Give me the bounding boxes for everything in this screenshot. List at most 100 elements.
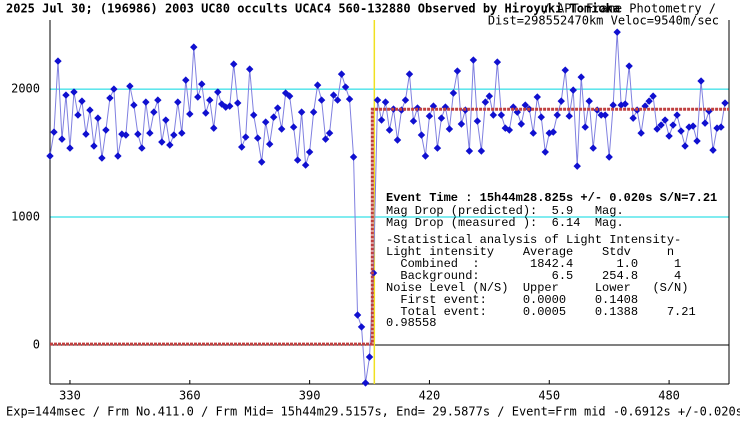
data-point [693,137,701,145]
data-point [589,144,597,152]
data-point [142,98,150,106]
data-point [697,77,705,85]
data-point [178,129,186,137]
data-point [537,113,545,121]
data-point [677,127,685,135]
data-point [353,311,362,319]
data-point [701,119,709,127]
data-point [285,92,294,100]
data-point [577,73,585,81]
data-point [401,96,410,104]
data-point [657,121,665,129]
data-point [289,123,298,131]
data-point [166,141,174,149]
data-point [94,114,102,122]
data-point [581,123,589,131]
data-point [122,131,130,139]
data-point [341,83,350,91]
data-point [170,131,178,139]
data-point [194,93,202,101]
data-point [349,153,358,161]
data-point [297,108,306,116]
data-point [661,116,669,124]
data-point [162,116,170,124]
data-point [130,101,138,109]
data-point [493,58,502,66]
data-point [265,140,274,148]
data-point [585,97,593,105]
data-point [309,108,318,116]
footer: Exp=144msec / Frm No.411.0 / Frm Mid= 15… [6,405,740,419]
data-point [717,123,725,131]
chart-subtitle-2: Dist=298552470km Veloc=9540m/sec [488,14,719,28]
plot-area [46,20,730,387]
data-point [489,111,498,119]
data-point [114,152,122,160]
annotation: Mag Drop (predicted): 5.9 Mag. [386,204,624,218]
data-point [465,147,474,155]
data-point [385,126,394,134]
data-point [569,86,577,94]
data-point [645,97,653,105]
data-point [273,104,282,112]
data-point [249,111,258,119]
data-point [565,112,573,120]
annotation: 0.98558 [386,316,436,330]
data-point [345,95,354,103]
data-point [381,98,390,106]
data-point [174,98,182,106]
data-point [637,129,645,137]
data-point [154,96,162,104]
data-point [214,88,222,96]
data-point [373,96,382,104]
data-point [138,144,146,152]
data-point [709,146,717,154]
data-point [257,158,266,166]
data-point [601,111,609,119]
data-point [573,162,581,170]
data-point [361,379,370,387]
data-point [317,96,326,104]
light-curve [49,32,726,384]
data-point [301,161,310,169]
data-point [150,108,158,116]
data-point [70,88,78,96]
data-point [453,67,462,75]
data-point [457,120,466,128]
data-point [54,57,62,65]
data-point [277,125,286,133]
annotation: First event: 0.0000 0.1408 [386,293,638,307]
data-point [281,89,290,97]
data-point [621,100,629,108]
data-point [333,96,342,104]
data-point [481,98,490,106]
data-point [106,94,114,102]
data-point [245,65,254,73]
data-point [405,70,414,78]
data-point [517,120,526,128]
data-point [549,128,557,136]
data-point [86,106,94,114]
x-tick-label: 420 [419,389,441,403]
data-point [226,102,234,110]
annotation: Light intensity Average Stdv n [386,245,674,259]
data-point [242,133,250,141]
annotation: Background: 6.5 254.8 4 [386,269,681,283]
data-point [557,97,565,105]
data-point [186,110,194,118]
data-point [393,136,402,144]
data-point [321,135,330,143]
data-point [409,117,418,125]
data-point [625,62,633,70]
data-point [313,81,322,89]
data-point [269,113,278,121]
data-point [433,144,442,152]
data-point [505,126,514,134]
data-point [202,109,210,117]
data-point [425,112,434,120]
data-point [230,60,238,68]
data-point [445,125,454,133]
data-point [653,125,661,133]
data-point [126,82,134,90]
